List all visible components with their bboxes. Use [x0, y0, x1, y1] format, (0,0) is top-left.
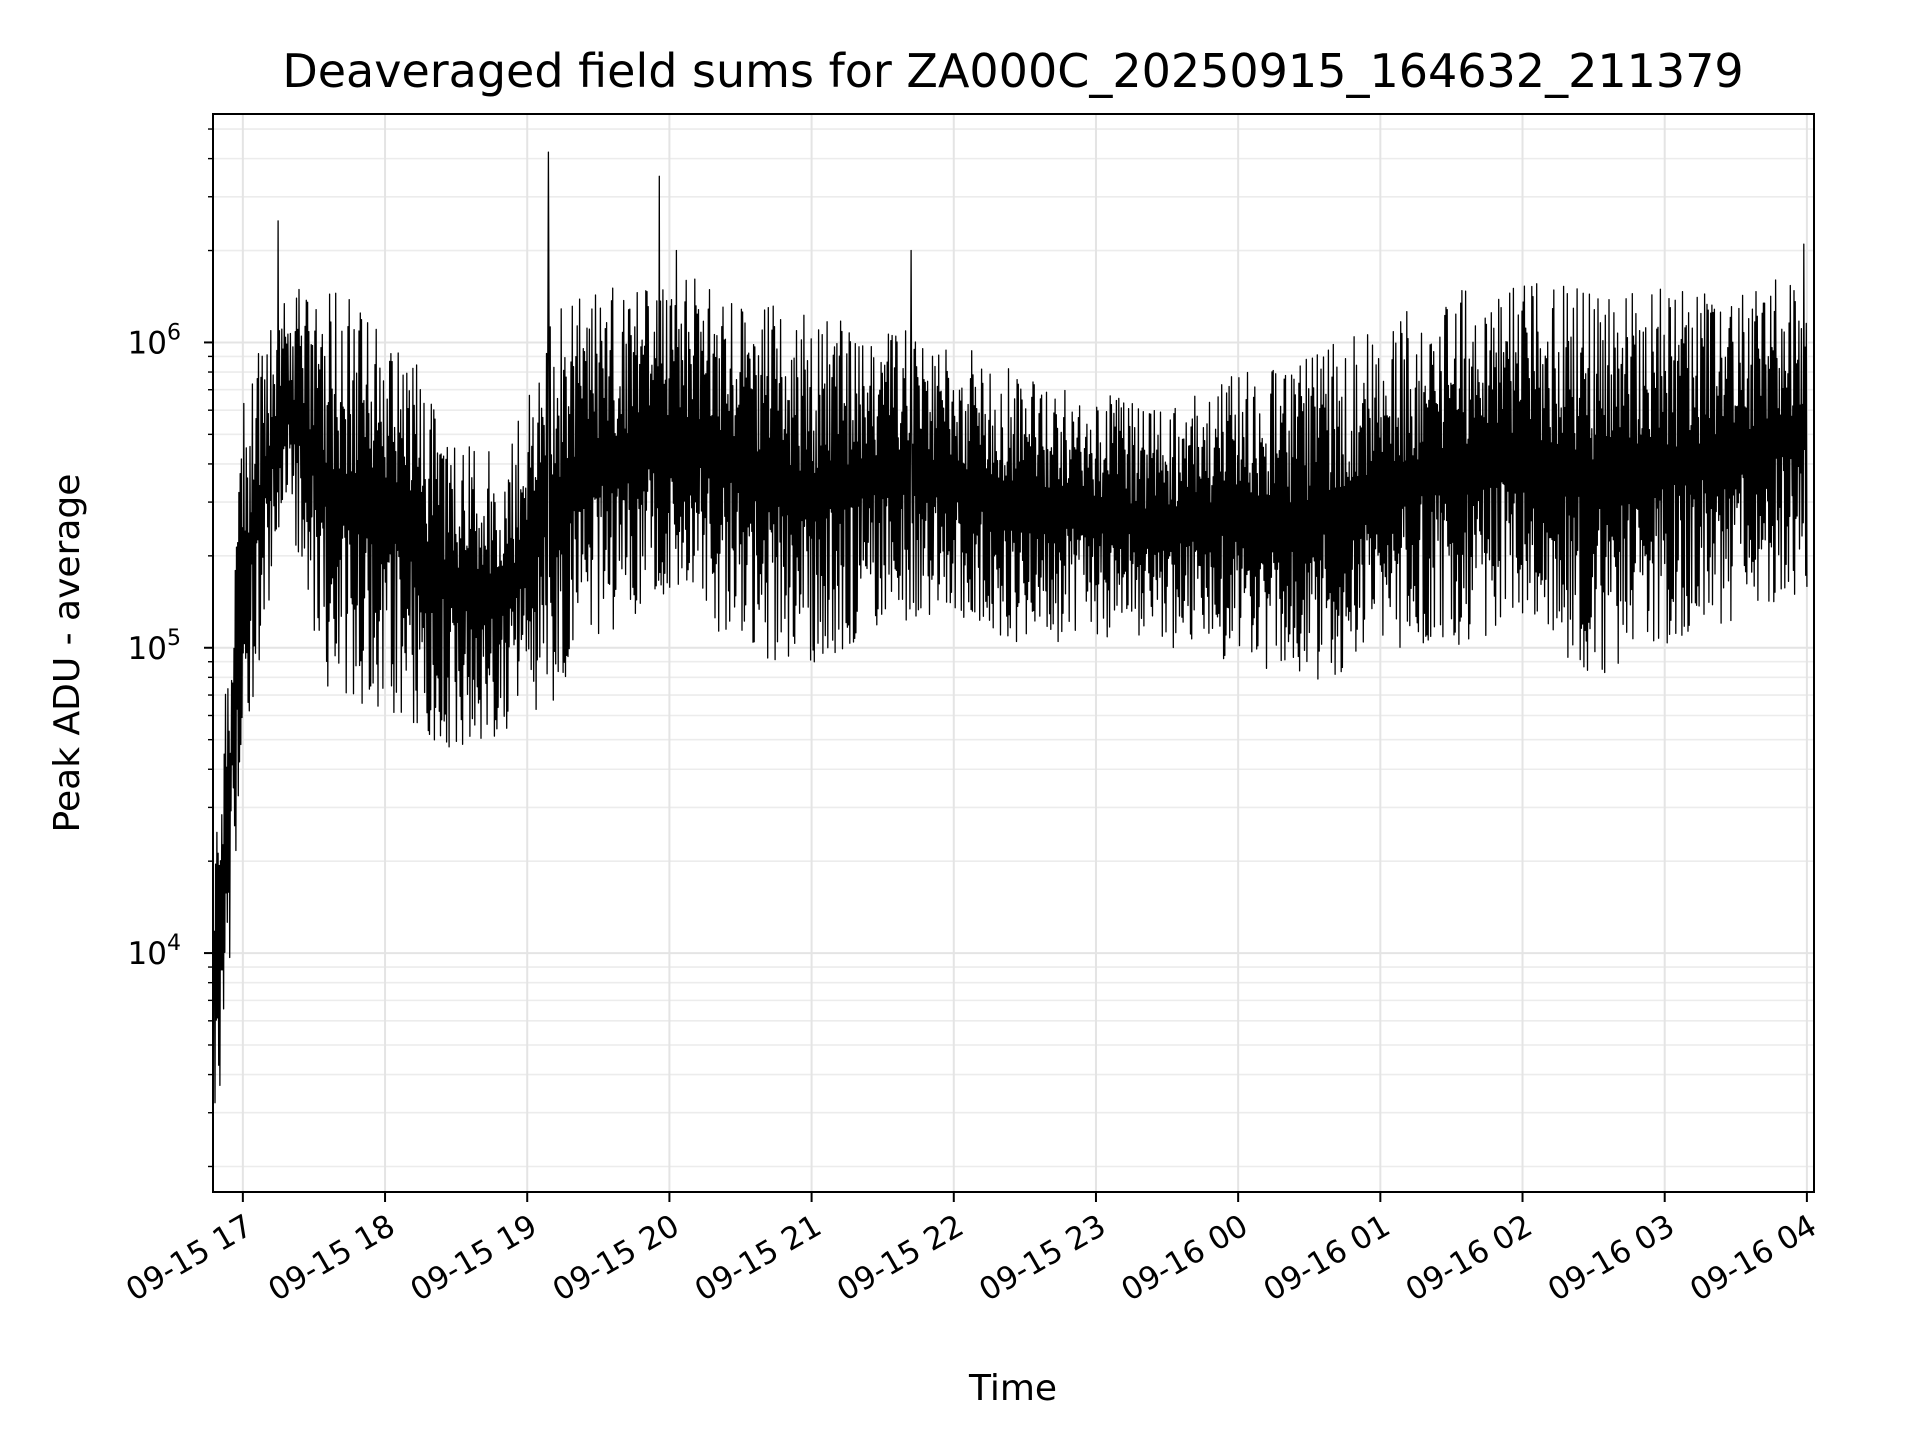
- major-grid: [213, 114, 1814, 1192]
- y-tick-label: 106: [128, 320, 181, 361]
- y-tick-label: 104: [128, 931, 181, 972]
- plot-frame: [212, 113, 1815, 1193]
- series-line: [213, 151, 1808, 1104]
- x-axis-label: Time: [968, 1368, 1057, 1409]
- y-axis: 104 105 106: [128, 128, 213, 1168]
- plot-area: [213, 114, 1814, 1192]
- y-axis-label: Peak ADU - average: [47, 474, 88, 833]
- chart-title: Deaveraged field sums for ZA000C_2025091…: [282, 44, 1743, 98]
- y-tick-label: 105: [128, 626, 181, 667]
